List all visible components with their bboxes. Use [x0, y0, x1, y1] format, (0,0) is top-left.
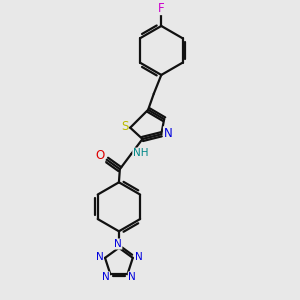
- Text: F: F: [158, 2, 165, 15]
- Text: N: N: [95, 252, 103, 262]
- Text: O: O: [95, 149, 105, 162]
- Text: N: N: [128, 272, 136, 282]
- Text: N: N: [164, 127, 172, 140]
- Text: N: N: [114, 239, 122, 249]
- Text: S: S: [121, 120, 128, 133]
- Text: N: N: [102, 272, 110, 282]
- Text: N: N: [135, 252, 142, 262]
- Text: NH: NH: [133, 148, 148, 158]
